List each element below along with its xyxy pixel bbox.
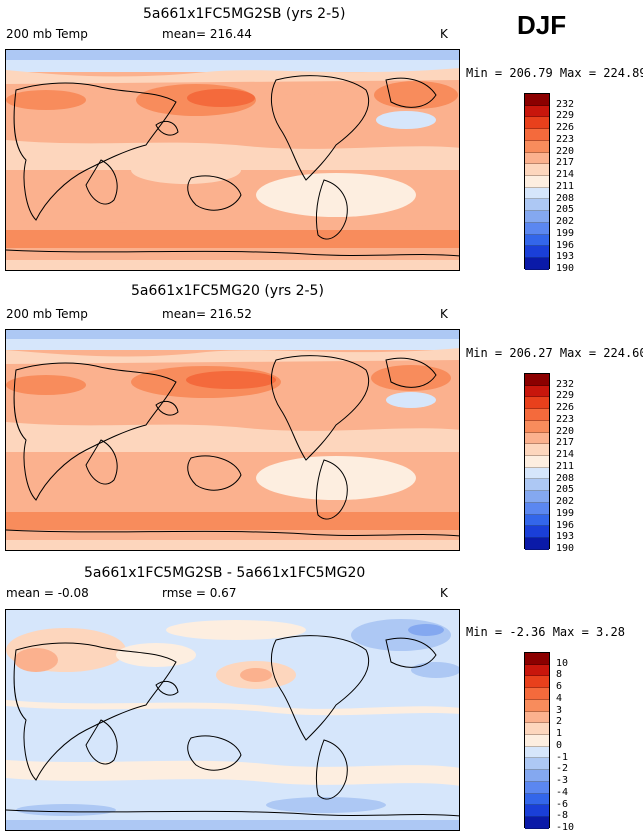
panel3-tick: 2 [556,716,563,727]
panel2-mean-label: mean= 216.52 [162,307,252,321]
panel1-tick: 226 [556,122,575,133]
panel2-minmax: Min = 206.27 Max = 224.60 [466,346,643,360]
panel1-colorbar [524,93,550,270]
panel3-tick: 4 [556,693,563,704]
panel3-tick: 8 [556,669,563,680]
panel2-tick: 217 [556,437,575,448]
panel2-tick: 190 [556,543,575,554]
panel3-tick: 6 [556,681,563,692]
panel3-tick: -8 [556,810,569,821]
panel2-tick: 208 [556,473,575,484]
panel3-rmse-label: rmse = 0.67 [162,586,237,600]
panel1-tick: 217 [556,157,575,168]
panel3-tick: -1 [556,752,569,763]
panel1-tick: 220 [556,146,575,157]
panel3-tick: 3 [556,705,563,716]
panel3-tick: -6 [556,799,569,810]
panel1-tick: 202 [556,216,575,227]
panel3-tick: -10 [556,822,575,833]
panel1-tick: 196 [556,240,575,251]
panel1-units: K [440,27,448,41]
panel3-tick: 10 [556,658,569,669]
panel1-tick: 205 [556,204,575,215]
panel2-map [5,329,460,551]
panel2-tick: 211 [556,461,575,472]
panel3-tick: -3 [556,775,569,786]
panel3-minmax: Min = -2.36 Max = 3.28 [466,625,625,639]
panel3-tick: 0 [556,740,563,751]
panel2-title: 5a661x1FC5MG20 (yrs 2-5) [131,283,324,299]
panel3-tick: -4 [556,787,569,798]
panel2-map-field [6,330,459,550]
panel1-tick: 232 [556,99,575,110]
panel2-colorbar [524,373,550,550]
panel2-tick: 220 [556,426,575,437]
season-label: DJF [517,10,567,40]
panel1-tick: 214 [556,169,575,180]
panel3-tick: 1 [556,728,563,739]
panel1-tick: 208 [556,193,575,204]
panel2-tick: 202 [556,496,575,507]
panel3-title: 5a661x1FC5MG2SB - 5a661x1FC5MG20 [84,565,366,581]
panel2-tick: 205 [556,484,575,495]
panel1-mean-label: mean= 216.44 [162,27,252,41]
panel1-tick: 190 [556,263,575,274]
panel2-tick: 226 [556,402,575,413]
panel1-minmax: Min = 206.79 Max = 224.89 [466,66,643,80]
panel2-tick: 232 [556,379,575,390]
panel2-tick: 193 [556,531,575,542]
panel2-variable-label: 200 mb Temp [6,307,88,321]
panel2-tick: 196 [556,520,575,531]
panel1-tick: 211 [556,181,575,192]
panel2-units: K [440,307,448,321]
panel1-tick: 229 [556,110,575,121]
panel1-map-field [6,50,459,270]
panel3-map-field [6,610,459,830]
panel1-variable-label: 200 mb Temp [6,27,88,41]
panel3-colorbar [524,652,550,829]
panel1-tick: 223 [556,134,575,145]
panel3-units: K [440,586,448,600]
panel3-mean-label: mean = -0.08 [6,586,89,600]
panel3-map [5,609,460,831]
panel1-tick: 199 [556,228,575,239]
panel2-tick: 223 [556,414,575,425]
panel1-tick: 193 [556,251,575,262]
panel2-tick: 199 [556,508,575,519]
panel2-tick: 229 [556,390,575,401]
panel1-map [5,49,460,271]
panel2-tick: 214 [556,449,575,460]
panel1-title: 5a661x1FC5MG2SB (yrs 2-5) [143,6,346,22]
panel3-tick: -2 [556,763,569,774]
